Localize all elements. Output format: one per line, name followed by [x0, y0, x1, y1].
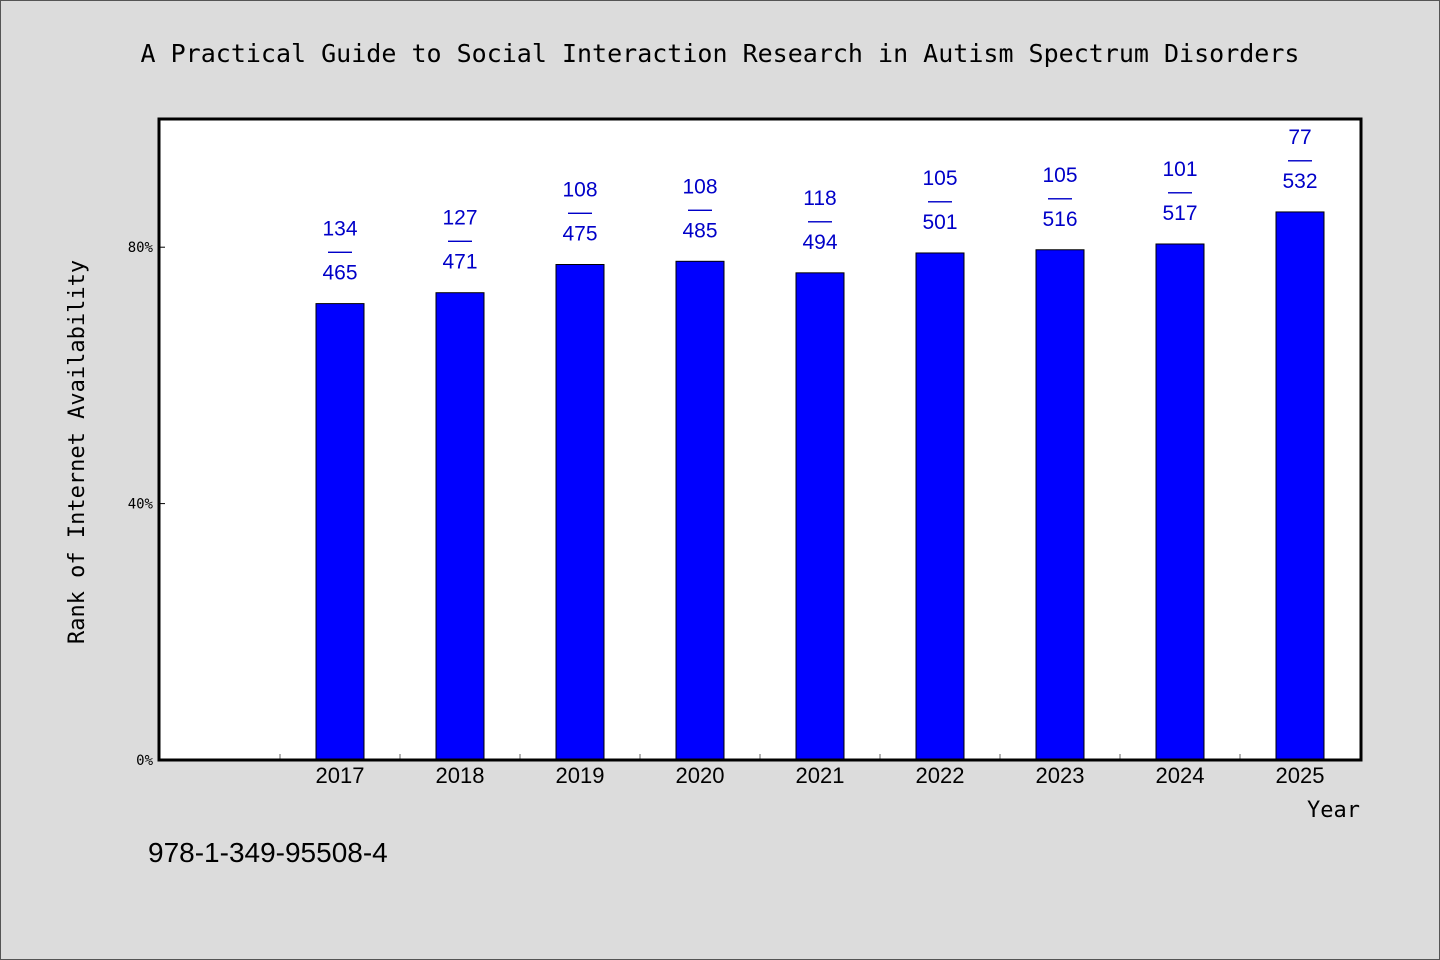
bar-label-bottom-2018: 471 [442, 251, 477, 274]
plot-border [157, 117, 1363, 762]
bar-label-top-2023: 105 [1042, 164, 1077, 187]
x-axis-label: Year [1307, 798, 1360, 823]
x-tick-label-2024: 2024 [1156, 763, 1205, 788]
bar-label-top-2025: 77 [1288, 126, 1311, 149]
y-axis-label: Rank of Internet Availability [65, 260, 90, 644]
bar-label-separator-2024: —— [1168, 180, 1192, 203]
y-tick-label: 40% [128, 497, 154, 513]
x-tick-label-2021: 2021 [796, 763, 845, 788]
bar-label-bottom-2023: 516 [1042, 208, 1077, 231]
bar-label-top-2018: 127 [442, 207, 477, 230]
bar-label-separator-2023: —— [1048, 186, 1072, 209]
bar-label-bottom-2022: 501 [922, 211, 957, 234]
bar-label-bottom-2020: 485 [682, 219, 717, 242]
x-tick-label-2019: 2019 [556, 763, 605, 788]
bar-2024 [1155, 243, 1205, 761]
bar-label-separator-2022: —— [928, 189, 952, 212]
y-axis-ticks: 0% 40% 80% [128, 240, 165, 769]
y-tick-label: 0% [136, 753, 153, 769]
bars-group [315, 211, 1325, 761]
isbn-text: 978-1-349-95508-4 [148, 837, 388, 868]
bar-label-bottom-2025: 532 [1282, 170, 1317, 193]
bar-label-bottom-2017: 465 [322, 262, 357, 285]
bar-label-separator-2019: —— [568, 201, 592, 224]
bar-label-bottom-2021: 494 [802, 231, 837, 254]
bar-2020 [675, 260, 725, 761]
bar-label-separator-2018: —— [448, 229, 472, 252]
bar-2021 [795, 272, 845, 761]
x-tick-label-2023: 2023 [1036, 763, 1085, 788]
bar-label-bottom-2019: 475 [562, 223, 597, 246]
bar-label-separator-2020: —— [688, 197, 712, 220]
x-tick-label-2020: 2020 [676, 763, 725, 788]
bar-2019 [555, 264, 605, 761]
bar-2018 [435, 292, 485, 761]
y-tick-label: 80% [128, 240, 154, 256]
bar-label-top-2020: 108 [682, 175, 717, 198]
x-tick-label-2017: 2017 [316, 763, 365, 788]
bar-label-separator-2017: —— [328, 240, 352, 263]
bar-labels-group: 134——465127——471108——475108——485118——494… [322, 126, 1317, 285]
bar-label-top-2024: 101 [1162, 158, 1197, 181]
bar-label-top-2017: 134 [322, 218, 357, 241]
x-tick-label-2022: 2022 [916, 763, 965, 788]
x-tick-label-2025: 2025 [1276, 763, 1325, 788]
x-axis-ticks: 2017 2018 2019 2020 2021 2022 2023 2024 2025 [279, 754, 1361, 788]
bar-label-separator-2021: —— [808, 209, 832, 232]
bar-2022 [915, 252, 965, 761]
bar-label-top-2022: 105 [922, 167, 957, 190]
bar-label-separator-2025: —— [1288, 148, 1312, 171]
bar-2017 [315, 303, 365, 761]
chart-title: A Practical Guide to Social Interaction … [141, 39, 1300, 68]
bar-label-top-2021: 118 [803, 187, 836, 210]
bar-label-top-2019: 108 [562, 179, 597, 202]
bar-2023 [1035, 249, 1085, 761]
x-tick-label-2018: 2018 [436, 763, 485, 788]
bar-label-bottom-2024: 517 [1162, 202, 1197, 225]
bar-2025 [1275, 211, 1325, 761]
